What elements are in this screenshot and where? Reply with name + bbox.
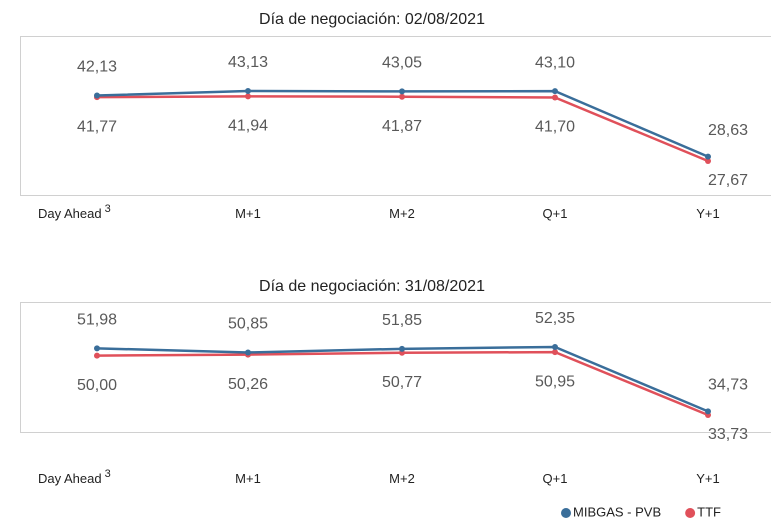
category: M+2 [389, 471, 415, 486]
point [399, 93, 405, 100]
point [399, 345, 405, 352]
category: Q+1 [543, 471, 568, 486]
point [245, 88, 251, 94]
point [552, 88, 558, 95]
point [94, 352, 100, 359]
point [705, 408, 711, 415]
x-tick-label: Q+1 [543, 471, 568, 486]
data-label: 43,10 [535, 54, 575, 71]
data-label: 41,87 [382, 118, 422, 135]
category: M+1 [235, 471, 261, 486]
data-label: 41,94 [228, 118, 268, 135]
data-label: 52,35 [535, 310, 575, 327]
point [552, 94, 558, 101]
point [245, 93, 251, 100]
data-label: 50,77 [382, 374, 422, 391]
x-tick-label: M+1 [235, 471, 261, 486]
chart-title: Día de negociación: 31/08/2021 [259, 278, 485, 295]
data-label: 42,13 [77, 59, 117, 76]
x-tick-label: M+1 [235, 206, 261, 221]
legend-marker [685, 508, 696, 518]
data-label: 51,85 [382, 312, 422, 329]
category: Y+1 [696, 206, 720, 221]
data-label: 50,00 [77, 377, 117, 394]
data-label: 33,73 [708, 426, 748, 443]
point [705, 158, 711, 164]
category: Y+1 [696, 471, 720, 486]
point [399, 88, 405, 95]
data-label: 41,77 [77, 118, 117, 135]
legend-label: TTF [697, 504, 721, 519]
x-tick-label: M+2 [389, 471, 415, 486]
data-label: 43,13 [228, 54, 268, 71]
plot-frame [20, 302, 771, 433]
data-label: 43,05 [382, 55, 422, 72]
x-tick-label: Q+1 [543, 206, 568, 221]
point [94, 345, 100, 352]
category: M+1 [235, 206, 261, 221]
x-tick-label: Y+1 [696, 206, 720, 221]
data-label: 50,95 [535, 373, 575, 390]
data-label: 41,70 [535, 119, 575, 136]
point [552, 349, 558, 356]
category: Q+1 [543, 206, 568, 221]
data-label: 50,85 [228, 316, 268, 333]
legend-label: MIBGAS - PVB [573, 504, 661, 519]
x-tick-label: Y+1 [696, 471, 720, 486]
legend-marker [561, 508, 571, 518]
data-label: 50,26 [228, 376, 268, 393]
x-tick-label: Day Ahead 3 [38, 203, 111, 222]
point [552, 344, 558, 350]
category: M+2 [389, 206, 415, 221]
x-tick-label: M+2 [389, 206, 415, 221]
point [705, 153, 711, 160]
footnote-mark: 3 [105, 468, 111, 480]
point [94, 92, 100, 99]
data-label: 34,73 [708, 377, 748, 394]
point [245, 349, 251, 356]
plot-frame [20, 36, 771, 196]
footnote-mark: 3 [105, 203, 111, 215]
category: Day Ahead [38, 471, 102, 486]
data-label: 27,67 [708, 172, 748, 189]
x-tick-label: Day Ahead 3 [38, 468, 111, 487]
data-label: 51,98 [77, 312, 117, 329]
chart-title: Día de negociación: 02/08/2021 [259, 11, 485, 28]
data-label: 28,63 [708, 122, 748, 139]
category: Day Ahead [38, 206, 102, 221]
